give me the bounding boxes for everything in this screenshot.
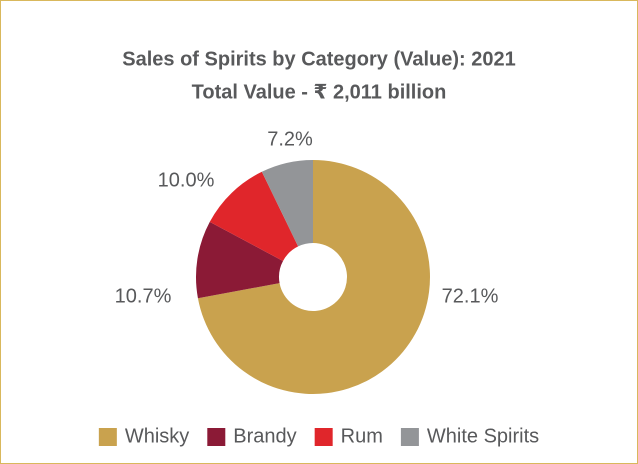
data-label: 7.2%: [267, 128, 313, 150]
donut-slice: [196, 221, 284, 299]
legend-label: White Spirits: [427, 425, 539, 447]
chart-title: Sales of Spirits by Category (Value): 20…: [122, 48, 515, 70]
legend-swatch: [98, 428, 117, 446]
legend-swatch: [314, 428, 333, 446]
legend-label: Brandy: [233, 425, 296, 447]
donut-slice: [197, 160, 430, 394]
donut-slice: [261, 160, 313, 247]
donut-slice: [209, 171, 299, 261]
legend-swatch: [207, 428, 226, 446]
chart-subtitle: Total Value - ₹ 2,011 billion: [192, 81, 447, 103]
data-label: 10.0%: [158, 169, 215, 191]
legend-label: Rum: [341, 425, 383, 447]
legend-label: Whisky: [125, 425, 189, 447]
data-label: 72.1%: [442, 285, 499, 307]
legend-swatch: [400, 428, 419, 446]
data-label: 10.7%: [115, 285, 172, 307]
